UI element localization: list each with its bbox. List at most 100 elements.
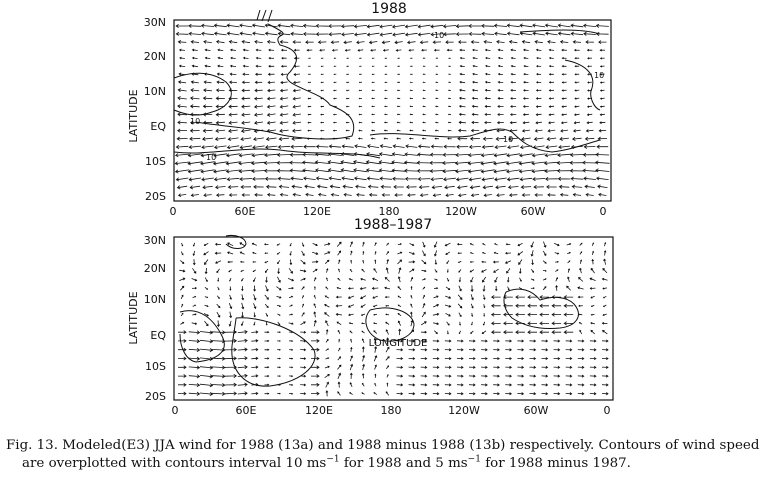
wind-vector xyxy=(251,365,259,369)
wind-vector xyxy=(313,277,317,282)
wind-vector xyxy=(532,31,545,36)
wind-vector xyxy=(264,348,270,351)
wind-vector xyxy=(518,268,522,274)
wind-vector xyxy=(228,112,238,117)
wind-vector xyxy=(385,356,390,361)
wind-vector xyxy=(277,375,281,378)
wind-vector xyxy=(265,145,278,150)
wind-vector xyxy=(325,357,330,360)
wind-vector xyxy=(577,392,585,396)
wind-vector xyxy=(505,339,513,343)
wind-vector xyxy=(505,383,513,387)
wind-vector xyxy=(303,144,316,149)
wind-vector xyxy=(336,241,342,247)
wind-vector xyxy=(357,49,364,52)
wind-vector xyxy=(241,88,250,93)
wind-vector xyxy=(480,153,495,158)
wind-vector xyxy=(529,383,537,387)
wind-vector xyxy=(470,330,474,334)
wind-vector xyxy=(227,185,239,190)
wind-vector xyxy=(523,56,529,60)
wind-vector xyxy=(482,321,486,326)
wind-vector xyxy=(561,73,567,76)
wind-vector xyxy=(596,144,609,149)
wind-vector xyxy=(484,88,491,92)
wind-vector xyxy=(565,374,573,378)
wind-vector xyxy=(385,365,390,369)
wind-vector xyxy=(493,383,500,387)
wind-vector xyxy=(432,357,440,361)
wind-vector xyxy=(420,365,428,369)
wind-vector xyxy=(229,64,237,68)
wind-vector xyxy=(455,24,469,29)
wind-vector xyxy=(204,304,209,308)
wind-vector xyxy=(458,330,461,335)
wind-vector xyxy=(577,339,585,343)
wind-vector xyxy=(204,48,211,52)
wind-vector xyxy=(397,243,402,246)
wind-vector xyxy=(289,304,293,307)
wind-vector xyxy=(553,374,561,378)
wind-vector xyxy=(468,339,476,343)
wind-vector xyxy=(432,365,440,369)
wind-vector xyxy=(384,105,388,108)
panel-b-xlabel: LONGITUDE xyxy=(369,338,428,349)
wind-vector xyxy=(467,161,483,166)
wind-vector xyxy=(345,129,350,132)
wind-vector xyxy=(179,269,186,273)
wind-vector xyxy=(467,169,483,174)
wind-vector xyxy=(396,97,401,100)
wind-vector xyxy=(506,31,520,36)
wind-vector xyxy=(457,260,462,264)
wind-vector xyxy=(373,337,377,344)
wind-vector xyxy=(289,313,294,316)
wind-vector xyxy=(350,338,352,343)
wind-vector xyxy=(241,104,251,109)
wind-vector xyxy=(601,357,609,361)
wind-vector xyxy=(598,40,607,45)
wind-vector xyxy=(410,285,413,290)
wind-vector xyxy=(254,112,263,117)
wind-vector xyxy=(522,97,529,100)
wind-vector xyxy=(484,80,491,84)
wind-vector xyxy=(315,144,329,149)
wind-vector xyxy=(433,48,440,52)
wind-vector xyxy=(469,243,474,246)
wind-vector xyxy=(598,129,607,133)
wind-vector xyxy=(199,339,214,344)
wind-vector xyxy=(215,193,225,197)
wind-vector xyxy=(311,347,320,352)
wind-vector xyxy=(277,340,281,342)
wind-vector xyxy=(589,365,597,369)
wind-vector xyxy=(264,392,270,395)
wind-vector xyxy=(490,330,501,335)
wind-vector xyxy=(394,193,403,197)
wind-vector xyxy=(384,57,388,59)
wind-vector xyxy=(396,121,401,124)
wind-vector xyxy=(253,104,263,109)
wind-vector xyxy=(307,81,312,84)
wind-vector xyxy=(432,383,440,387)
wind-vector xyxy=(468,392,476,396)
wind-vector xyxy=(523,64,529,68)
wind-vector xyxy=(349,268,353,273)
wind-vector xyxy=(433,295,439,299)
wind-vector xyxy=(239,23,253,28)
wind-vector xyxy=(366,176,380,181)
wind-vector xyxy=(328,32,342,37)
lat-tick-20S: 20S xyxy=(145,390,166,403)
wind-vector xyxy=(446,277,450,282)
wind-vector xyxy=(338,259,341,264)
wind-vector xyxy=(535,48,542,52)
wind-vector xyxy=(354,144,367,149)
wind-vector xyxy=(522,121,530,125)
wind-vector xyxy=(252,269,257,272)
wind-vector xyxy=(541,383,549,387)
wind-vector xyxy=(346,73,350,76)
wind-vector xyxy=(177,193,187,198)
wind-vector xyxy=(563,295,574,300)
wind-vector xyxy=(493,251,499,255)
wind-vector xyxy=(347,295,355,299)
wind-vector xyxy=(446,330,449,335)
lon-tick-60W: 60W xyxy=(524,404,549,417)
